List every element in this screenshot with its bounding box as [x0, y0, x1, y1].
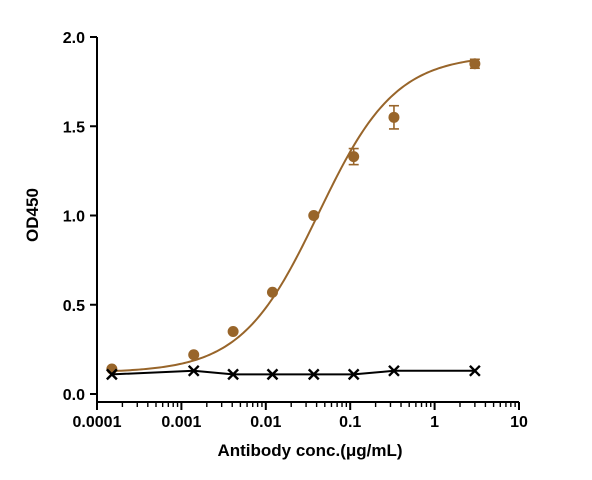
data-point	[187, 364, 200, 377]
x-axis-title: Antibody conc.(μg/mL)	[217, 441, 402, 460]
x-marker-stroke	[307, 368, 320, 381]
x-marker-stroke	[227, 368, 239, 381]
x-marker-stroke	[388, 364, 400, 377]
x-tick-label: 0.1	[339, 414, 361, 431]
x-tick-label: 0.001	[161, 414, 201, 431]
x-marker-stroke	[187, 364, 200, 377]
y-tick-label: 2.0	[63, 30, 85, 47]
x-marker-stroke	[347, 368, 360, 381]
x-marker-stroke	[106, 368, 118, 381]
data-point	[308, 210, 320, 221]
x-marker-stroke	[266, 368, 279, 381]
data-point	[348, 151, 360, 163]
y-tick-label: 0.5	[63, 298, 85, 315]
data-point	[307, 368, 320, 381]
y-tick-label: 0.0	[63, 387, 85, 404]
data-point	[266, 286, 278, 298]
x-marker-stroke	[469, 364, 481, 377]
x-tick-label: 0.01	[250, 414, 281, 431]
data-point	[106, 368, 118, 381]
data-point	[388, 364, 400, 377]
control-line	[111, 369, 475, 376]
x-tick-label: 10	[510, 414, 528, 431]
axes: 0.0 0.5 1.0 1.5 2.0 0.0001 0.001 0.01 0.1 1 10	[63, 30, 528, 431]
data-point	[469, 58, 481, 70]
fit-curve	[111, 59, 476, 373]
data-point	[469, 364, 481, 377]
data-point	[227, 368, 239, 381]
y-axis-title: OD450	[23, 188, 42, 242]
x-tick-label: 0.0001	[73, 414, 122, 431]
y-tick-label: 1.5	[63, 119, 85, 136]
data-point	[188, 349, 200, 361]
x-tick-label: 1	[430, 414, 439, 431]
y-tick-label: 1.0	[63, 209, 85, 226]
data-point	[347, 368, 360, 381]
data-point	[227, 326, 239, 338]
plot-area	[106, 58, 481, 381]
data-point	[266, 368, 279, 381]
series-2	[106, 364, 481, 381]
series-1	[106, 58, 481, 375]
data-point	[388, 111, 400, 123]
